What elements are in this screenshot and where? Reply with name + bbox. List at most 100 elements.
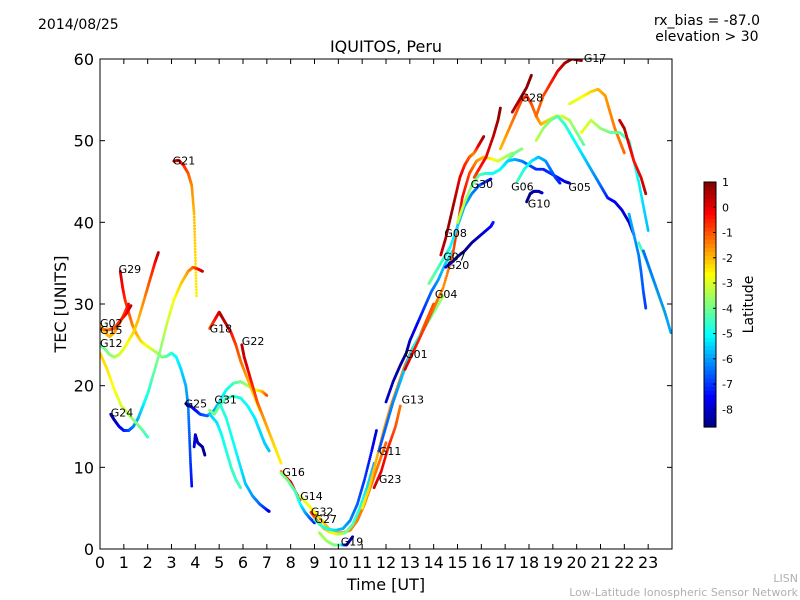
data-point bbox=[313, 521, 316, 525]
data-point bbox=[188, 451, 192, 455]
data-point bbox=[194, 262, 197, 266]
data-point bbox=[187, 418, 191, 422]
data-point bbox=[491, 220, 495, 224]
data-point bbox=[558, 181, 562, 185]
data-point bbox=[267, 449, 271, 453]
data-point bbox=[187, 433, 191, 437]
data-point bbox=[265, 394, 269, 397]
data-point bbox=[194, 276, 198, 280]
track-G16b bbox=[279, 471, 316, 525]
data-point bbox=[188, 439, 192, 443]
data-point bbox=[540, 191, 544, 195]
track-G01 bbox=[384, 249, 455, 404]
data-point bbox=[193, 253, 197, 257]
track-G15 bbox=[100, 304, 133, 332]
data-point bbox=[644, 192, 648, 196]
data-point bbox=[188, 441, 192, 445]
data-point bbox=[529, 73, 533, 77]
data-point bbox=[450, 255, 454, 259]
data-point bbox=[193, 250, 197, 254]
data-point bbox=[193, 247, 197, 251]
data-point bbox=[190, 186, 194, 190]
data-point bbox=[441, 286, 445, 290]
data-point bbox=[190, 188, 194, 192]
data-point bbox=[187, 423, 191, 426]
data-point bbox=[187, 425, 191, 428]
data-point bbox=[190, 184, 194, 187]
data-point bbox=[156, 251, 160, 254]
data-point bbox=[146, 435, 150, 439]
data-point bbox=[127, 302, 130, 306]
data-point bbox=[188, 435, 191, 439]
data-point bbox=[192, 208, 196, 212]
data-point bbox=[194, 259, 197, 263]
data-point bbox=[279, 461, 283, 465]
data-point bbox=[195, 294, 198, 298]
data-point bbox=[192, 206, 196, 210]
data-point bbox=[188, 453, 192, 457]
data-point bbox=[195, 291, 198, 295]
data-point bbox=[520, 147, 524, 151]
data-point bbox=[187, 410, 190, 414]
data-point bbox=[187, 414, 191, 418]
data-point bbox=[482, 135, 486, 138]
track-G24 bbox=[109, 265, 204, 432]
data-point bbox=[192, 210, 196, 214]
data-point bbox=[190, 484, 194, 488]
data-point bbox=[191, 200, 195, 204]
track-G22 bbox=[240, 343, 283, 465]
data-point bbox=[203, 453, 207, 457]
data-point bbox=[191, 192, 194, 196]
data-point bbox=[193, 230, 197, 234]
data-point bbox=[194, 256, 197, 260]
data-point bbox=[189, 459, 192, 463]
data-point bbox=[192, 215, 196, 219]
data-point bbox=[622, 151, 626, 155]
track-G06 bbox=[499, 158, 571, 185]
data-point bbox=[188, 443, 192, 447]
track-G12 bbox=[100, 251, 160, 359]
data-point bbox=[193, 241, 197, 245]
data-point bbox=[191, 194, 195, 198]
data-point bbox=[187, 431, 191, 435]
data-point bbox=[193, 244, 197, 248]
data-point bbox=[582, 143, 586, 147]
data-point bbox=[443, 279, 447, 283]
data-point bbox=[447, 267, 451, 271]
track-G31b bbox=[208, 412, 243, 490]
data-point bbox=[201, 269, 204, 273]
data-point bbox=[646, 229, 650, 232]
data-point bbox=[188, 445, 192, 449]
track-G27 bbox=[313, 429, 378, 532]
data-point bbox=[193, 221, 196, 225]
data-point bbox=[192, 218, 196, 222]
data-point bbox=[445, 274, 448, 278]
data-point bbox=[194, 279, 198, 283]
data-point bbox=[190, 190, 194, 194]
data-point bbox=[193, 233, 197, 236]
data-point bbox=[193, 239, 197, 242]
data-point bbox=[186, 406, 190, 410]
data-point bbox=[191, 198, 195, 202]
data-point bbox=[191, 202, 195, 206]
data-point bbox=[192, 212, 196, 216]
data-point bbox=[191, 196, 195, 200]
data-point bbox=[193, 236, 197, 239]
track-G23 bbox=[372, 404, 402, 490]
data-point bbox=[188, 455, 192, 459]
data-point bbox=[194, 282, 198, 286]
data-point bbox=[129, 304, 133, 308]
track-G05d bbox=[618, 118, 648, 196]
data-point bbox=[194, 271, 198, 274]
data-point bbox=[446, 269, 450, 273]
track-G12b bbox=[100, 351, 150, 439]
data-point bbox=[188, 447, 192, 451]
data-point bbox=[192, 204, 195, 208]
data-point bbox=[441, 294, 445, 298]
data-point bbox=[445, 272, 449, 276]
data-point bbox=[375, 429, 378, 432]
data-point bbox=[499, 106, 502, 110]
track-G31c bbox=[217, 400, 271, 513]
track-G17 bbox=[534, 59, 583, 118]
